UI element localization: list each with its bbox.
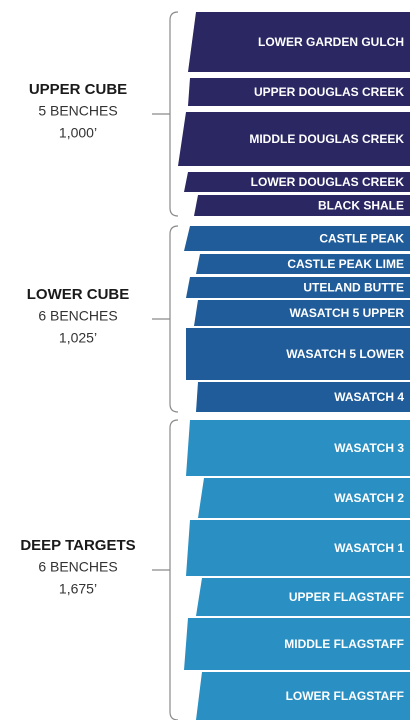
- stratum-band: [198, 478, 410, 518]
- stratum-label: CASTLE PEAK LIME: [287, 257, 404, 271]
- stratum-label: WASATCH 5 UPPER: [290, 306, 405, 320]
- stratum-band: [186, 328, 410, 380]
- group-title: LOWER CUBE: [27, 286, 130, 303]
- stratum-label: WASATCH 1: [334, 541, 404, 555]
- stratum-band: [186, 420, 410, 476]
- stratum-label: UTELAND BUTTE: [303, 281, 404, 295]
- stratum-band: [184, 172, 410, 192]
- stratum-band: [196, 672, 410, 720]
- group-benches: 6 BENCHES: [38, 559, 117, 575]
- stratum-label: UPPER DOUGLAS CREEK: [254, 85, 404, 99]
- group-benches: 5 BENCHES: [38, 103, 117, 119]
- stratum-label: WASATCH 3: [334, 441, 404, 455]
- group-thickness: 1,675’: [59, 581, 97, 597]
- stratum-label: CASTLE PEAK: [319, 232, 404, 246]
- stratum-band: [196, 254, 410, 274]
- stratum-label: UPPER FLAGSTAFF: [289, 590, 404, 604]
- stratum-label: WASATCH 5 LOWER: [286, 347, 404, 361]
- stratum-label: WASATCH 2: [334, 491, 404, 505]
- bracket: [169, 419, 179, 720]
- stratum-band: [186, 520, 410, 576]
- stratum-band: [184, 618, 410, 670]
- stratum-label: WASATCH 4: [334, 390, 404, 404]
- group-title: UPPER CUBE: [29, 81, 127, 98]
- stratum-band: [194, 195, 410, 216]
- stratum-band: [196, 578, 410, 616]
- stratum-label: LOWER DOUGLAS CREEK: [251, 175, 405, 189]
- stratum-band: [188, 12, 410, 72]
- stratum-band: [186, 277, 410, 298]
- bracket: [169, 225, 179, 413]
- stratum-band: [194, 300, 410, 326]
- group-thickness: 1,025’: [59, 330, 97, 346]
- stratum-band: [188, 78, 410, 106]
- stratum-band: [184, 226, 410, 251]
- stratum-label: MIDDLE FLAGSTAFF: [284, 637, 404, 651]
- stratum-label: LOWER GARDEN GULCH: [258, 35, 404, 49]
- group-thickness: 1,000’: [59, 125, 97, 141]
- stratum-label: MIDDLE DOUGLAS CREEK: [249, 132, 404, 146]
- stratum-band: [178, 112, 410, 166]
- stratum-band: [196, 382, 410, 412]
- group-benches: 6 BENCHES: [38, 308, 117, 324]
- stratum-label: LOWER FLAGSTAFF: [286, 689, 404, 703]
- bracket: [169, 11, 179, 217]
- group-title: DEEP TARGETS: [20, 537, 135, 554]
- stratum-label: BLACK SHALE: [318, 199, 404, 213]
